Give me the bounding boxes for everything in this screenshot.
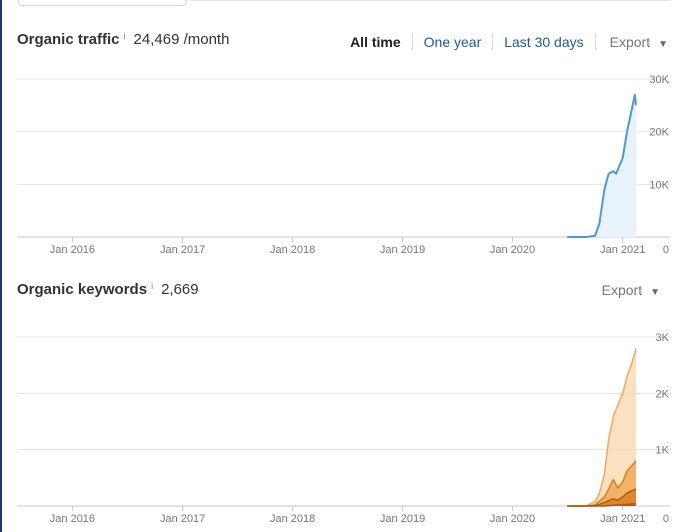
traffic-xtick-label: Jan 2019 (380, 244, 425, 256)
window-left-edge (0, 0, 2, 532)
keywords-xtick-label: Jan 2021 (600, 513, 645, 525)
chevron-down-icon: ▼ (650, 287, 660, 298)
keywords-header: Organic keywords i 2,669 (17, 281, 199, 303)
traffic-line (567, 93, 637, 238)
keywords-line-4 (567, 502, 637, 507)
keywords-area-1 (567, 348, 636, 506)
keywords-ytick-label: 1K (656, 445, 670, 457)
keywords-area-2 (567, 460, 636, 506)
traffic-export-button[interactable]: Export ▼ (596, 34, 668, 50)
traffic-ytick-label: 30K (649, 74, 669, 86)
traffic-info-icon[interactable]: i (123, 31, 126, 41)
keywords-ytick-label: 3K (656, 332, 670, 344)
keywords-xtick-label: Jan 2018 (270, 513, 315, 525)
keywords-export-label: Export (601, 282, 643, 298)
traffic-chart: 30K 20K 10K 0 Jan 2016 Jan 2017 Jan 2018 Jan 20… (17, 74, 670, 256)
traffic-area (567, 94, 636, 237)
traffic-ytick-label: 20K (649, 127, 669, 139)
keywords-xtick-label: Jan 2016 (50, 513, 95, 525)
keywords-export-button[interactable]: Export ▼ (602, 282, 660, 298)
traffic-xtick-label: Jan 2016 (50, 244, 95, 256)
traffic-metric: 24,469 /month (133, 31, 230, 48)
keywords-area-3 (567, 489, 636, 506)
tab-last-30-days[interactable]: Last 30 days (493, 34, 596, 50)
keywords-xtick-label: Jan 2020 (490, 513, 535, 525)
traffic-xtick-label: Jan 2018 (270, 244, 315, 256)
tab-all-time[interactable]: All time (339, 34, 413, 50)
traffic-header: Organic traffic i 24,469 /month (17, 31, 229, 53)
traffic-export-label: Export (609, 34, 651, 50)
chevron-down-icon: ▼ (658, 39, 668, 50)
keywords-xtick-label: Jan 2017 (160, 513, 205, 525)
keywords-ytick-label: 2K (656, 388, 670, 400)
tab-one-year[interactable]: One year (413, 34, 494, 50)
traffic-xtick-label: Jan 2020 (490, 244, 535, 256)
traffic-xtick-label: Jan 2017 (160, 244, 205, 256)
keywords-line-1 (567, 348, 637, 507)
traffic-xtick-label: Jan 2021 (600, 244, 645, 256)
keywords-title: Organic keywords (17, 281, 148, 298)
top-divider (190, 0, 670, 1)
top-input-box[interactable] (18, 0, 187, 6)
traffic-ytick-label: 0 (663, 244, 669, 256)
traffic-title: Organic traffic (17, 31, 120, 48)
keywords-info-icon[interactable]: i (151, 281, 154, 291)
keywords-xtick-label: Jan 2019 (380, 513, 425, 525)
keywords-ytick-label: 0 (663, 513, 669, 525)
traffic-ytick-label: 10K (649, 179, 669, 191)
date-range-selector: All time One year Last 30 days Export ▼ (339, 34, 668, 50)
keywords-metric: 2,669 (161, 281, 199, 298)
